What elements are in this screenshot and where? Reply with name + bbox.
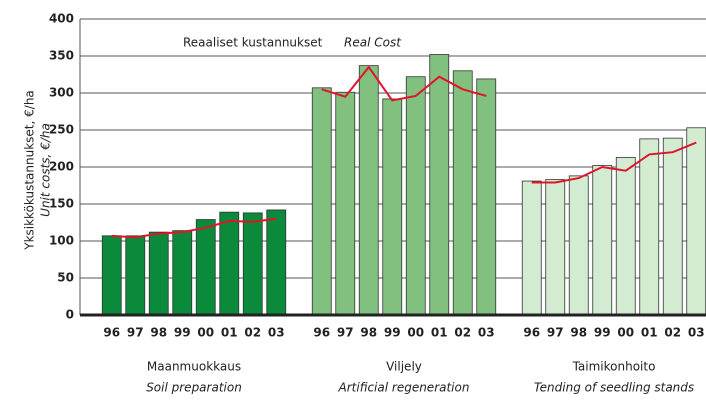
bar: [405, 76, 426, 316]
bar: [662, 137, 683, 316]
bar: [615, 156, 636, 316]
bar: [125, 235, 146, 316]
x-tick-label: 99: [384, 326, 401, 340]
bar: [382, 98, 403, 316]
y-tick-label: 250: [49, 123, 74, 137]
x-tick-label: 02: [454, 326, 471, 340]
y-tick-label: 0: [66, 308, 74, 322]
y-tick-label: 300: [49, 86, 74, 100]
group-label: Maanmuokkaus: [147, 360, 241, 374]
group-label-en: Soil preparation: [146, 381, 242, 395]
y-tick-label: 100: [49, 234, 74, 248]
bar: [358, 65, 379, 316]
x-tick-label: 00: [407, 326, 424, 340]
bar: [101, 235, 122, 316]
legend-label: Reaaliset kustannukset: [183, 36, 323, 50]
bar: [266, 209, 287, 316]
real-cost-line: [531, 141, 697, 184]
x-tick-label: 03: [268, 326, 285, 340]
x-tick-label: 01: [431, 326, 448, 340]
x-tick-label: 96: [523, 326, 540, 340]
x-tick-label: 96: [103, 326, 120, 340]
y-tick-label: 400: [49, 12, 74, 26]
bar: [521, 180, 542, 316]
bar: [219, 211, 240, 316]
y-axis-label: Yksikkökustannukset, €/ha: [23, 90, 37, 251]
x-tick-label: 99: [594, 326, 611, 340]
bar: [545, 179, 566, 316]
x-tick-label: 98: [570, 326, 587, 340]
group-label-en: Artificial regeneration: [338, 381, 470, 395]
x-tick-label: 99: [174, 326, 191, 340]
legend-label-en: Real Cost: [344, 36, 402, 50]
bar: [311, 87, 332, 316]
y-tick-label: 50: [57, 271, 74, 285]
x-tick-label: 02: [664, 326, 681, 340]
x-tick-label: 96: [313, 326, 330, 340]
bar: [452, 70, 473, 316]
real-cost-line: [321, 65, 487, 102]
x-tick-label: 00: [617, 326, 634, 340]
bar: [148, 231, 169, 316]
bar: [568, 175, 589, 316]
group-label-en: Tending of seedling stands: [534, 381, 694, 395]
bar: [592, 165, 613, 316]
real-cost-line: [111, 217, 277, 239]
x-tick-label: 02: [244, 326, 261, 340]
bar: [476, 78, 497, 316]
bar: [639, 138, 660, 316]
y-tick-label: 150: [49, 197, 74, 211]
x-tick-label: 03: [478, 326, 495, 340]
y-tick-label: 350: [49, 49, 74, 63]
bar: [335, 91, 356, 316]
y-tick-label: 200: [49, 160, 74, 174]
x-tick-label: 01: [221, 326, 238, 340]
bar: [172, 230, 193, 316]
legend-box: [110, 30, 420, 54]
x-tick-label: 00: [197, 326, 214, 340]
bar: [686, 127, 706, 316]
bar: [429, 54, 450, 316]
x-tick-label: 97: [337, 326, 354, 340]
x-tick-label: 97: [127, 326, 144, 340]
x-tick-label: 98: [150, 326, 167, 340]
x-tick-label: 97: [547, 326, 564, 340]
bar: [195, 219, 216, 316]
y-axis-label-en: Unit costs, €/ha: [39, 123, 53, 217]
bar: [242, 212, 263, 316]
group-label: Viljely: [386, 360, 422, 374]
x-tick-label: 01: [641, 326, 658, 340]
x-tick-label: 98: [360, 326, 377, 340]
x-tick-label: 03: [688, 326, 705, 340]
group-label: Taimikonhoito: [572, 360, 656, 374]
